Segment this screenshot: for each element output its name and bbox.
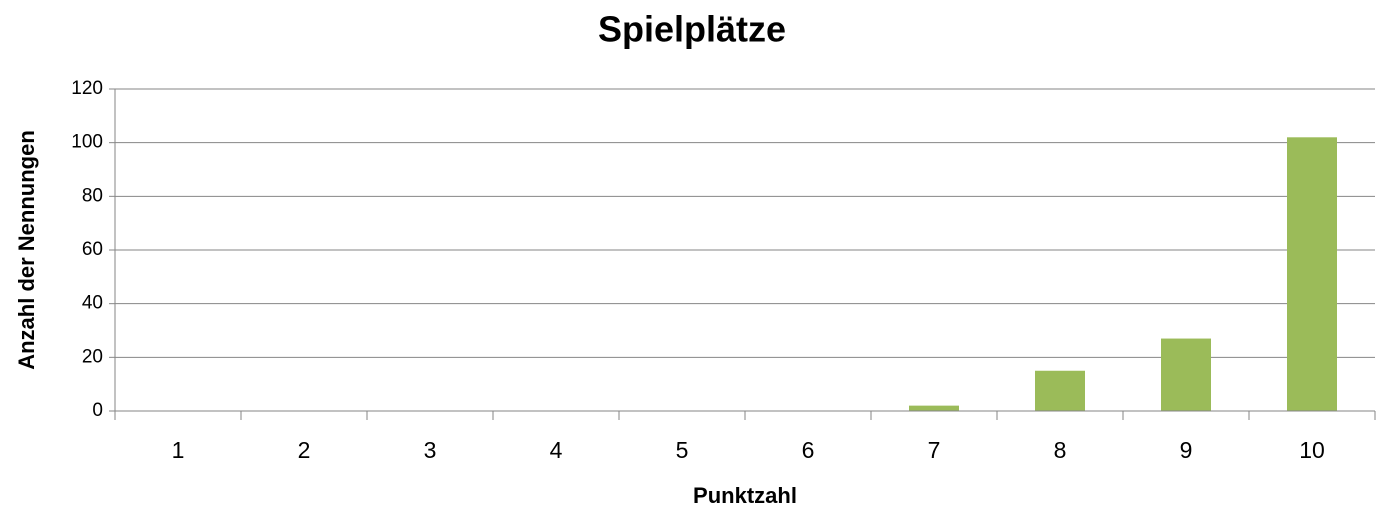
x-axis-label: Punktzahl (693, 483, 797, 508)
y-tick-label: 100 (71, 132, 103, 153)
x-tick-label: 2 (298, 437, 311, 463)
y-tick-label: 80 (82, 185, 103, 206)
chart-title: Spielplätze (598, 9, 786, 50)
x-tick-label: 1 (172, 437, 185, 463)
x-tick-label: 5 (676, 437, 689, 463)
x-tick-label: 9 (1180, 437, 1193, 463)
x-tick-label: 7 (928, 437, 941, 463)
y-tick-label: 20 (82, 346, 103, 367)
y-tick-label: 0 (92, 400, 103, 421)
x-tick-label: 10 (1299, 437, 1325, 463)
bar (1035, 370, 1085, 411)
y-axis-label: Anzahl der Nennungen (14, 130, 39, 370)
bar (1287, 137, 1337, 412)
x-tick-label: 4 (550, 437, 563, 463)
bar (1161, 338, 1211, 411)
y-tick-label: 60 (82, 239, 103, 260)
x-tick-label: 3 (424, 437, 437, 463)
x-tick-label: 8 (1054, 437, 1067, 463)
y-tick-label: 40 (82, 293, 103, 314)
y-tick-label: 120 (71, 78, 103, 99)
bar (909, 405, 959, 411)
x-tick-label: 6 (802, 437, 815, 463)
